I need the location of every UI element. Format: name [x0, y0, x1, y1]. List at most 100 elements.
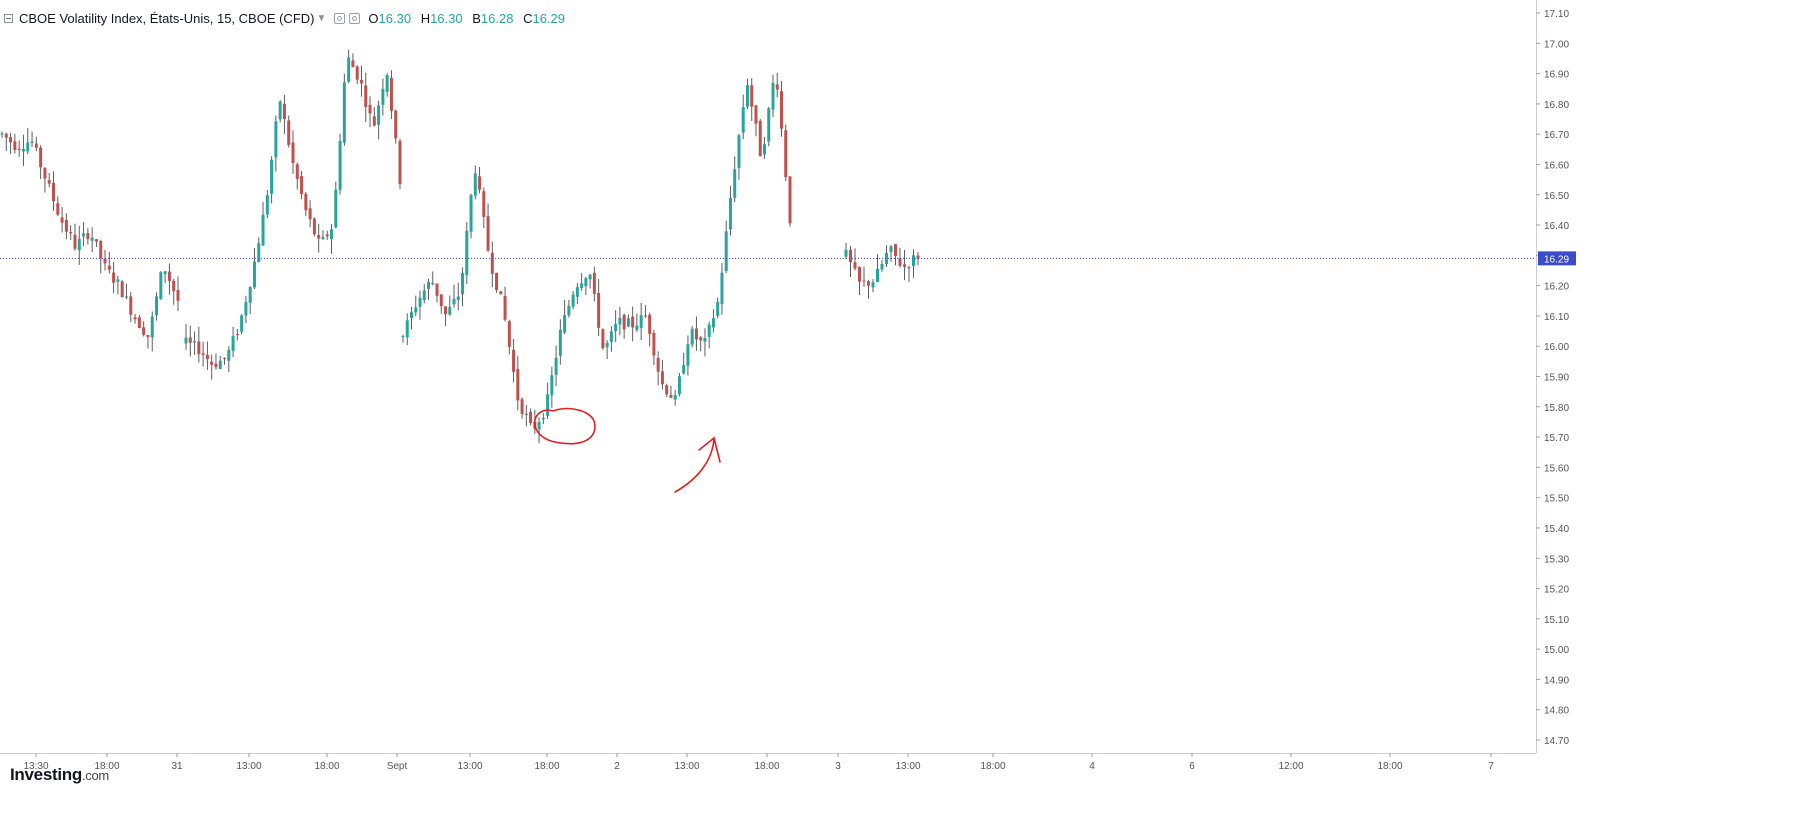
candle-up: [26, 142, 30, 152]
low-value: 16.28: [480, 10, 514, 26]
candle-up: [347, 57, 351, 82]
candle-down: [287, 120, 291, 145]
candle-down: [622, 314, 626, 330]
candle-down: [120, 281, 124, 298]
candle-down: [176, 290, 180, 301]
candle-up: [193, 341, 197, 343]
candle-down: [351, 60, 355, 68]
candle-down: [364, 85, 368, 107]
candle-up: [252, 261, 256, 288]
candle-down: [13, 141, 17, 150]
candle-up: [163, 271, 167, 275]
candle-up: [116, 279, 120, 282]
candle-down: [47, 180, 51, 184]
low-label: B: [472, 10, 481, 26]
candle-down: [64, 219, 68, 232]
candle-up: [377, 105, 381, 125]
candle-up: [431, 282, 435, 285]
symbol-title[interactable]: CBOE Volatility Index, États-Unis, 15, C…: [19, 10, 315, 26]
candle-up: [673, 395, 677, 400]
candle-up: [218, 360, 222, 369]
settings-icon[interactable]: [334, 12, 346, 24]
candle-up: [30, 141, 34, 143]
candle-up: [584, 278, 588, 287]
candle-up: [745, 85, 749, 107]
time-tick-label: 12:00: [1278, 761, 1303, 772]
price-tick-label: 16.60: [1544, 160, 1569, 171]
candle-up: [77, 238, 81, 251]
candle-down: [146, 335, 150, 338]
candle-up: [338, 140, 342, 190]
candle-up: [405, 320, 409, 338]
candle-down: [197, 341, 201, 355]
candles-layer: [0, 49, 920, 444]
candle-down: [435, 283, 439, 296]
candle-up: [159, 272, 163, 299]
candle-down: [779, 91, 783, 129]
candle-down: [295, 164, 299, 179]
candle-up: [889, 246, 893, 253]
candle-up: [418, 297, 422, 307]
candle-up: [465, 230, 469, 276]
candle-down: [788, 176, 792, 224]
candle-down: [112, 272, 116, 283]
candle-up: [605, 343, 609, 348]
time-tick-label: 18:00: [980, 761, 1005, 772]
candle-down: [188, 337, 192, 343]
candle-up: [567, 305, 571, 316]
candle-down: [862, 280, 866, 282]
candle-up: [737, 135, 741, 168]
candle-up: [876, 268, 879, 283]
candle-down: [372, 116, 376, 126]
candle-up: [473, 173, 477, 196]
candle-down: [444, 306, 448, 315]
candle-down: [486, 216, 490, 251]
time-tick-label: 13:00: [457, 761, 482, 772]
candle-up: [334, 189, 338, 228]
candle-up: [741, 107, 745, 133]
collapse-legend-icon[interactable]: [4, 13, 13, 23]
candle-down: [4, 133, 8, 138]
candle-down: [201, 353, 205, 355]
candle-down: [784, 130, 788, 178]
time-tick-label: 18:00: [94, 761, 119, 772]
candle-down: [167, 271, 171, 281]
candle-down: [129, 296, 133, 315]
candle-up: [767, 108, 771, 142]
candle-up: [558, 329, 562, 356]
time-tick-label: 18:00: [534, 761, 559, 772]
annotation-circle: [533, 407, 596, 445]
candle-up: [871, 282, 875, 288]
caret-down-icon[interactable]: ▼: [316, 12, 327, 24]
candle-down: [282, 103, 286, 120]
time-tick-label: 13:00: [236, 761, 261, 772]
high-value: 16.30: [430, 10, 463, 26]
candle-down: [355, 66, 359, 80]
candle-down: [499, 291, 503, 295]
candle-down: [858, 267, 861, 282]
price-tick-label: 15.60: [1544, 463, 1569, 474]
candle-down: [643, 315, 647, 317]
candle-up: [609, 331, 613, 342]
candle-up: [716, 301, 720, 316]
candle-down: [52, 182, 56, 201]
candle-up: [278, 101, 282, 120]
visibility-icon[interactable]: [349, 12, 361, 24]
candle-down: [210, 361, 214, 365]
candle-down: [867, 281, 870, 286]
candle-down: [304, 193, 308, 211]
candle-up: [626, 318, 630, 327]
candle-up: [452, 298, 456, 305]
time-tick-label: Sept: [387, 761, 408, 772]
candle-down: [317, 235, 321, 239]
time-tick-label: 13:00: [674, 761, 699, 772]
candle-down: [758, 120, 762, 157]
candle-down: [482, 191, 486, 217]
candle-down: [665, 385, 669, 395]
price-tick-label: 16.40: [1544, 221, 1569, 232]
candle-down: [903, 264, 906, 267]
candle-up: [265, 195, 269, 215]
candle-down: [849, 249, 852, 263]
candle-down: [142, 327, 146, 335]
